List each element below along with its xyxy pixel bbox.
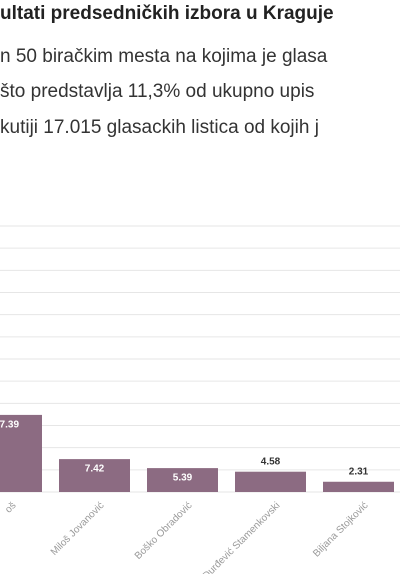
bar xyxy=(0,414,42,492)
bar xyxy=(147,468,218,492)
x-tick-label: Boško Obradović xyxy=(133,500,195,562)
x-tick-label: Biljana Stojković xyxy=(311,500,370,559)
data-label: 4.58 xyxy=(261,456,281,467)
x-tick-label: Miloš Jovanović xyxy=(49,500,107,558)
bar xyxy=(235,471,306,492)
bar xyxy=(323,481,394,492)
chart-subtitle: n 50 biračkim mesta na kojima je glasa xyxy=(0,46,328,67)
data-label: 17.39 xyxy=(0,420,19,431)
chart-subtitle: što predstavlja 11,3% od ukupno upis xyxy=(0,81,314,102)
bar xyxy=(59,459,130,492)
data-label: 2.31 xyxy=(349,466,369,477)
chart-subtitle: kutiji 17.015 glasackih listica od kojih… xyxy=(0,117,319,138)
data-label: 5.39 xyxy=(173,473,193,484)
x-tick-label: Milica Đurđević Stamenkovski xyxy=(181,500,283,574)
data-label: 7.42 xyxy=(85,464,105,475)
x-tick-label: oš xyxy=(3,500,18,515)
chart-title: ultati predsedničkih izbora u Kraguje xyxy=(0,3,334,24)
